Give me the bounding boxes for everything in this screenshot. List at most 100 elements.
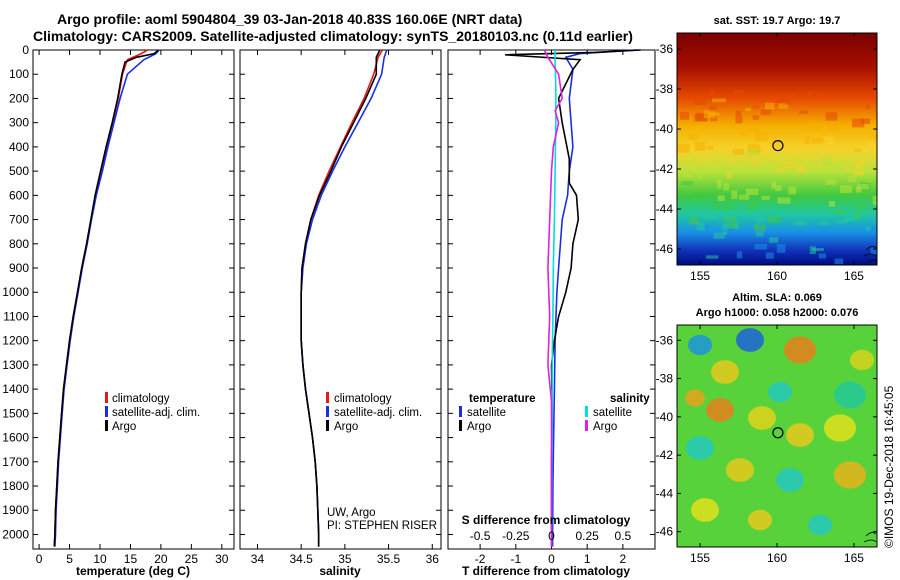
sst-texture-patch <box>866 141 877 149</box>
salinity-x-axis: 34 34.5 35 35.5 36 <box>251 50 439 566</box>
depth-tick-label: 1200 <box>2 334 29 348</box>
series-line-satellite-adj-clim- <box>300 49 388 547</box>
depth-tick-label: 1900 <box>2 503 29 517</box>
depth-tick-label: 1100 <box>3 309 29 323</box>
x-tick-label: 34 <box>251 552 265 566</box>
float-position-marker <box>772 140 784 152</box>
sst-texture-patch <box>723 183 729 191</box>
sst-texture-patch <box>793 221 807 226</box>
sst-texture-patch <box>844 217 854 221</box>
sst-texture-patch <box>733 90 745 95</box>
sst-texture-patch <box>840 185 853 193</box>
sst-texture-patch <box>713 232 725 239</box>
legend-swatch-climatology <box>105 392 108 403</box>
depth-tick-label: 2000 <box>2 527 29 541</box>
legend-swatch-sal-argo <box>585 420 588 431</box>
x-tick-label: -1 <box>510 552 521 566</box>
sst-texture-patch <box>854 148 862 152</box>
x-tick-label: 30 <box>215 552 229 566</box>
sst-texture-patch <box>722 222 728 230</box>
sst-texture-patch <box>767 215 781 223</box>
sst-texture-patch <box>807 91 814 97</box>
sst-texture-patch <box>732 148 745 155</box>
sst-texture-patch <box>736 251 743 259</box>
sst-texture-patch <box>756 231 764 237</box>
legend-label-climatology: climatology <box>112 393 170 405</box>
sst-texture-patch <box>717 195 725 201</box>
sla-anomaly-blob <box>776 468 804 492</box>
depth-tick-label: 1300 <box>2 358 29 372</box>
lon-tick-label: 160 <box>767 269 787 283</box>
sst-texture-patch <box>731 190 738 200</box>
lat-tick-label: -46 <box>656 242 674 256</box>
sla-anomaly-blob <box>706 398 734 422</box>
sst-texture-patch <box>739 194 750 200</box>
sst-texture-patch <box>748 158 761 163</box>
sst-texture-patch <box>717 179 722 189</box>
temperature-profiles <box>53 49 160 547</box>
depth-tick-label: 100 <box>9 67 29 81</box>
sst-texture-patch <box>866 226 872 231</box>
sst-texture-patch <box>724 204 734 211</box>
series-line-satellite-adj-clim- <box>54 49 160 547</box>
sst-texture-patch <box>769 237 779 243</box>
sla-anomaly-blob <box>834 461 866 489</box>
sst-map-title: sat. SST: 19.7 Argo: 19.7 <box>714 15 841 27</box>
x-tick-label: 2 <box>620 552 627 566</box>
sst-texture-patch <box>693 101 701 105</box>
sst-texture-patch <box>695 98 706 105</box>
sla-anomaly-blob <box>691 498 719 522</box>
sla-map-axes: -36 -38 -40 -42 -44 -46 155 160 165 <box>656 325 877 565</box>
sst-texture-patch <box>712 204 725 210</box>
sst-texture-patch <box>709 90 715 96</box>
sla-anomaly-blob <box>685 389 705 407</box>
sla-anomaly-blob <box>808 514 832 536</box>
depth-tick-label: 800 <box>9 237 29 251</box>
sst-texture-patch <box>804 135 810 144</box>
lat-tick-label: -44 <box>656 202 674 216</box>
sst-texture-patch <box>777 197 791 204</box>
sst-texture-patch <box>788 186 797 195</box>
legend-label-temp-argo: Argo <box>467 421 491 433</box>
legend-swatch-temp-satellite <box>459 406 462 417</box>
s-diff-tick-label: 0.25 <box>576 529 600 543</box>
sst-texture-patch <box>723 231 728 235</box>
sst-texture-patch <box>760 109 772 116</box>
series-line-argo <box>300 49 381 547</box>
sst-texture-patch <box>765 252 774 259</box>
sst-texture-patch <box>861 166 871 170</box>
sst-texture-patch <box>785 98 791 105</box>
lat-tick-label: -40 <box>656 122 674 136</box>
depth-tick-label: 1000 <box>2 285 29 299</box>
depth-tick-label: 1800 <box>2 479 29 493</box>
sst-texture-patch <box>774 168 785 172</box>
s-difference-label: S difference from climatology <box>462 513 631 527</box>
sst-texture-patch <box>857 184 869 190</box>
depth-tick-label: 900 <box>9 261 29 275</box>
sla-anomaly-blob <box>748 509 772 531</box>
legend-label-temp-satellite: satellite <box>467 407 506 419</box>
sla-anomaly-blob <box>686 436 714 460</box>
depth-tick-label: 500 <box>9 164 29 178</box>
x-tick-label: 34.5 <box>289 552 313 566</box>
sst-texture-patch <box>876 92 877 99</box>
sst-texture-patch <box>854 160 866 169</box>
sst-texture-patch <box>692 192 707 198</box>
sst-texture-patch <box>727 222 738 229</box>
sst-texture-patch <box>689 216 699 225</box>
sst-texture-patch <box>702 224 709 228</box>
sst-texture-patch <box>735 116 743 124</box>
s-difference-tick-labels: -0.5 -0.25 0 0.25 0.5 <box>470 529 632 543</box>
sst-texture-patch <box>787 94 796 99</box>
sst-texture-patch <box>776 244 786 253</box>
sst-texture-patch <box>848 175 857 183</box>
sla-anomaly-blob <box>784 336 816 364</box>
sst-texture-patch <box>709 112 720 116</box>
lat-tick-label: -42 <box>656 448 674 462</box>
sst-texture-patch <box>812 248 824 252</box>
sla-map-subtitle: Argo h1000: 0.058 h2000: 0.076 <box>696 307 859 319</box>
sst-texture-patch <box>710 115 718 122</box>
t-difference-xlabel: T difference from climatology <box>462 564 630 578</box>
lon-tick-label: 165 <box>844 551 864 565</box>
